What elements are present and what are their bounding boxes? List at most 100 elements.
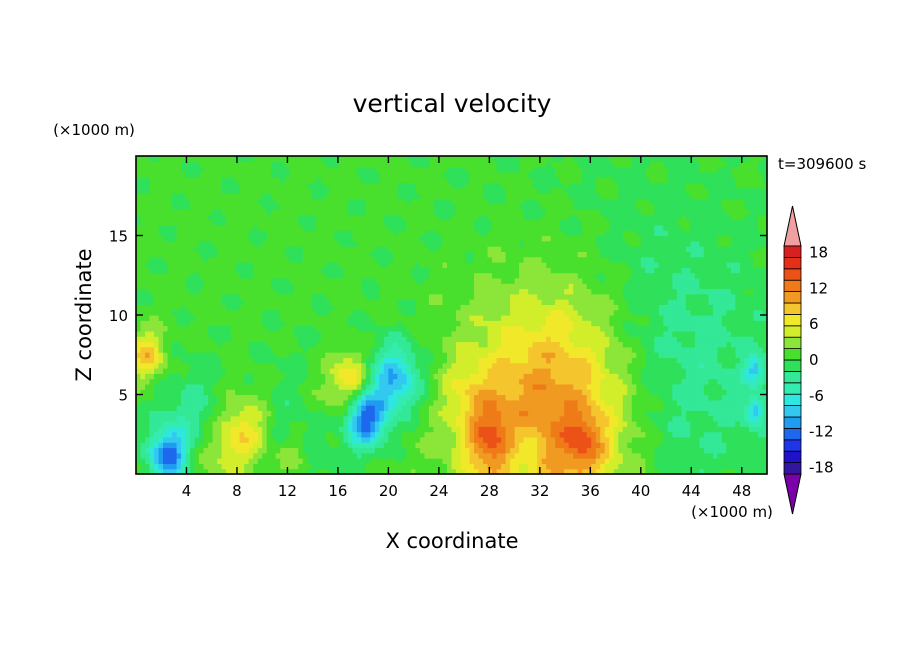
heatmap-cell	[451, 240, 457, 247]
heatmap-cell	[329, 299, 335, 305]
heatmap-cell	[212, 171, 218, 178]
heatmap-cell	[415, 156, 421, 162]
heatmap-cell	[302, 458, 308, 464]
heatmap-cell	[289, 368, 295, 374]
heatmap-cell	[496, 458, 502, 464]
heatmap-cell	[266, 224, 272, 231]
heatmap-cell	[492, 209, 498, 215]
heatmap-cell	[221, 383, 227, 390]
heatmap-cell	[145, 187, 151, 194]
heatmap-cell	[505, 378, 511, 385]
heatmap-cell	[406, 447, 412, 454]
heatmap-cell	[424, 299, 430, 305]
heatmap-cell	[230, 209, 236, 215]
heatmap-cell	[325, 187, 331, 194]
heatmap-cell	[199, 224, 205, 231]
heatmap-cell	[338, 309, 344, 316]
heatmap-cell	[293, 288, 299, 295]
heatmap-cell	[383, 262, 390, 268]
heatmap-cell	[199, 341, 205, 348]
heatmap-cell	[158, 293, 164, 300]
heatmap-cell	[401, 315, 408, 321]
heatmap-cell	[167, 452, 173, 459]
heatmap-cell	[437, 219, 444, 226]
heatmap-cell	[428, 352, 435, 358]
heatmap-cell	[406, 277, 412, 284]
heatmap-cell	[325, 368, 331, 374]
heatmap-cell	[505, 156, 511, 162]
heatmap-cell	[388, 177, 394, 184]
heatmap-cell	[474, 341, 480, 348]
heatmap-cell	[302, 235, 308, 242]
heatmap-cell	[158, 156, 164, 162]
heatmap-cell	[226, 415, 232, 422]
heatmap-cell	[410, 442, 417, 449]
heatmap-cell	[456, 304, 462, 311]
heatmap-cell	[383, 405, 390, 411]
heatmap-cell	[383, 325, 390, 332]
heatmap-cell	[374, 362, 380, 369]
heatmap-cell	[280, 315, 286, 321]
heatmap-cell	[397, 431, 403, 438]
heatmap-cell	[298, 182, 304, 189]
heatmap-cell	[221, 240, 227, 247]
heatmap-cell	[136, 166, 142, 173]
heatmap-cell	[343, 415, 349, 422]
heatmap-cell	[325, 214, 331, 221]
heatmap-cell	[266, 304, 272, 311]
heatmap-cell	[302, 410, 308, 417]
heatmap-cell	[280, 394, 286, 401]
heatmap-cell	[320, 161, 326, 168]
heatmap-cell	[496, 442, 502, 449]
heatmap-cell	[262, 193, 268, 199]
heatmap-cell	[383, 161, 390, 168]
heatmap-cell	[397, 325, 403, 332]
heatmap-cell	[217, 214, 223, 221]
heatmap-cell	[176, 224, 182, 231]
heatmap-cell	[149, 293, 155, 300]
heatmap-cell	[163, 341, 169, 348]
heatmap-cell	[347, 426, 353, 433]
heatmap-cell	[226, 230, 232, 237]
heatmap-cell	[401, 421, 408, 427]
heatmap-cell	[181, 405, 187, 411]
heatmap-cell	[361, 293, 367, 300]
heatmap-cell	[356, 166, 362, 173]
heatmap-cell	[203, 209, 209, 215]
heatmap-cell	[194, 293, 200, 300]
heatmap-cell	[329, 161, 335, 168]
heatmap-cell	[397, 277, 403, 284]
heatmap-cell	[203, 330, 209, 337]
heatmap-cell	[492, 399, 498, 406]
heatmap-cell	[320, 394, 326, 401]
heatmap-cell	[154, 399, 160, 406]
heatmap-cell	[451, 235, 457, 242]
heatmap-cell	[212, 283, 218, 290]
heatmap-cell	[433, 198, 439, 205]
heatmap-cell	[226, 309, 232, 316]
heatmap-cell	[469, 415, 475, 422]
heatmap-cell	[266, 262, 272, 268]
heatmap-cell	[469, 187, 475, 194]
heatmap-cell	[388, 187, 394, 194]
heatmap-cell	[370, 262, 376, 268]
heatmap-cell	[483, 209, 489, 215]
heatmap-cell	[176, 277, 182, 284]
heatmap-cell	[338, 304, 344, 311]
heatmap-cell	[244, 468, 250, 474]
heatmap-cell	[433, 177, 439, 184]
heatmap-cell	[478, 309, 484, 316]
heatmap-cell	[235, 309, 241, 316]
heatmap-cell	[307, 272, 313, 279]
heatmap-cell	[383, 373, 390, 380]
heatmap-cell	[334, 299, 340, 305]
heatmap-cell	[163, 277, 169, 284]
heatmap-cell	[199, 277, 205, 284]
heatmap-cell	[334, 272, 340, 279]
heatmap-cell	[271, 394, 277, 401]
heatmap-cell	[492, 214, 498, 221]
heatmap-cell	[199, 447, 205, 454]
heatmap-cell	[338, 272, 344, 279]
heatmap-cell	[334, 458, 340, 464]
heatmap-cell	[298, 299, 304, 305]
